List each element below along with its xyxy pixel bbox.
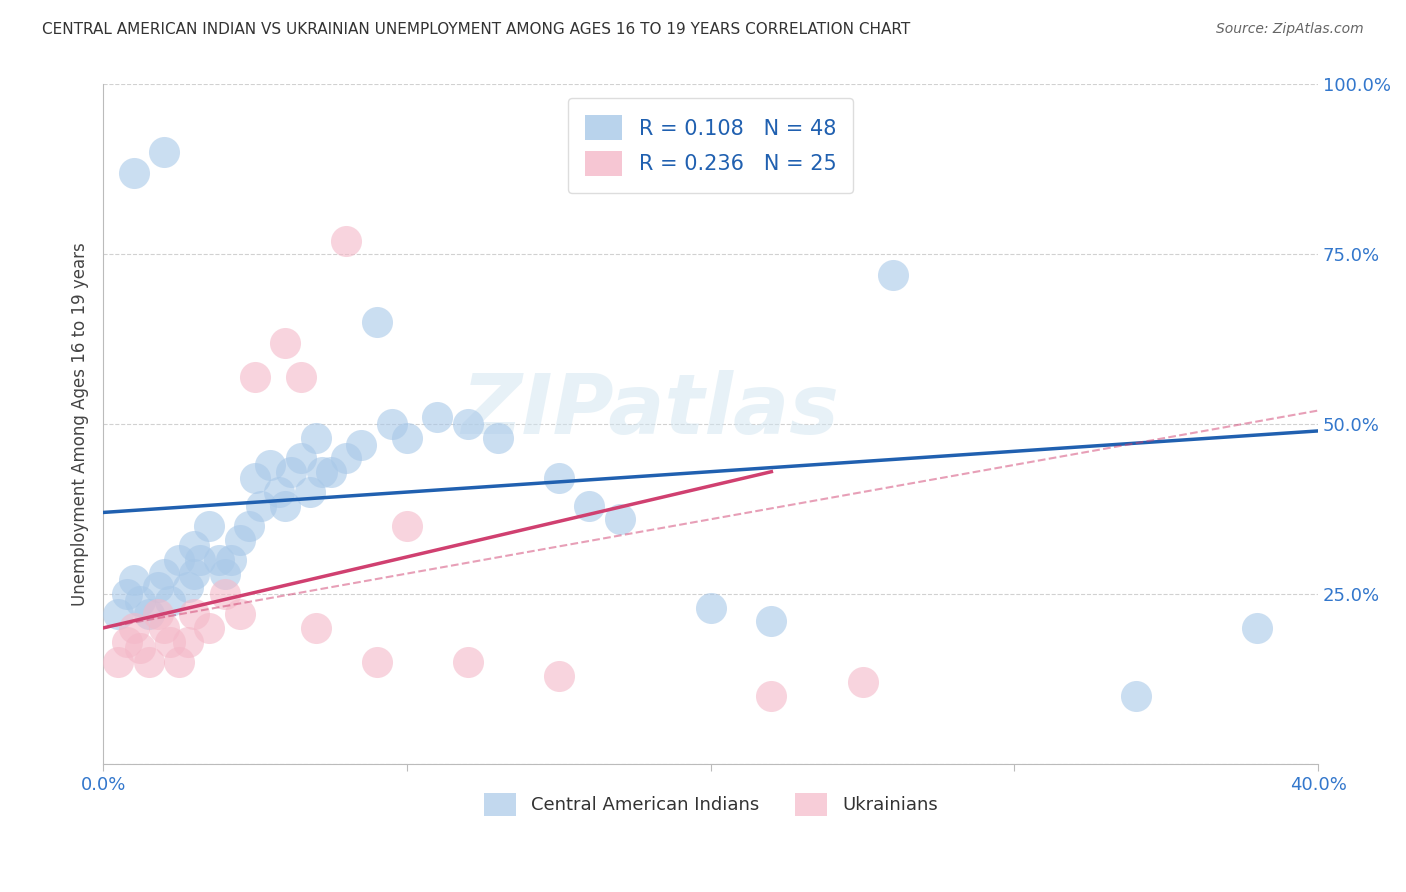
Point: [183, 566, 205, 581]
Point: [183, 540, 205, 554]
Point: [250, 499, 273, 513]
Point: [350, 437, 373, 451]
Point: [229, 607, 252, 622]
Point: [547, 668, 569, 682]
Legend: Central American Indians, Ukrainians: Central American Indians, Ukrainians: [477, 786, 945, 822]
Point: [298, 485, 321, 500]
Point: [311, 465, 333, 479]
Point: [122, 574, 145, 588]
Point: [243, 369, 266, 384]
Point: [547, 471, 569, 485]
Point: [167, 553, 190, 567]
Point: [578, 499, 600, 513]
Point: [229, 533, 252, 547]
Point: [177, 580, 200, 594]
Point: [153, 566, 176, 581]
Text: ZIPatlas: ZIPatlas: [461, 370, 839, 451]
Point: [882, 268, 904, 282]
Point: [274, 335, 297, 350]
Point: [395, 519, 418, 533]
Point: [198, 519, 221, 533]
Point: [177, 634, 200, 648]
Point: [319, 465, 342, 479]
Point: [128, 641, 150, 656]
Point: [159, 634, 181, 648]
Point: [426, 410, 449, 425]
Point: [183, 607, 205, 622]
Point: [486, 431, 509, 445]
Point: [238, 519, 260, 533]
Point: [138, 607, 160, 622]
Point: [153, 145, 176, 160]
Point: [1246, 621, 1268, 635]
Text: CENTRAL AMERICAN INDIAN VS UKRAINIAN UNEMPLOYMENT AMONG AGES 16 TO 19 YEARS CORR: CENTRAL AMERICAN INDIAN VS UKRAINIAN UNE…: [42, 22, 911, 37]
Point: [153, 621, 176, 635]
Point: [335, 234, 357, 248]
Point: [851, 675, 873, 690]
Point: [280, 465, 302, 479]
Point: [259, 458, 281, 472]
Point: [146, 580, 169, 594]
Point: [243, 471, 266, 485]
Point: [159, 594, 181, 608]
Point: [219, 553, 242, 567]
Point: [290, 451, 312, 466]
Point: [335, 451, 357, 466]
Point: [117, 587, 139, 601]
Point: [699, 600, 721, 615]
Point: [188, 553, 211, 567]
Point: [207, 553, 229, 567]
Text: Source: ZipAtlas.com: Source: ZipAtlas.com: [1216, 22, 1364, 37]
Point: [366, 315, 388, 329]
Point: [214, 587, 236, 601]
Point: [395, 431, 418, 445]
Point: [107, 607, 129, 622]
Point: [290, 369, 312, 384]
Point: [107, 655, 129, 669]
Point: [198, 621, 221, 635]
Y-axis label: Unemployment Among Ages 16 to 19 years: Unemployment Among Ages 16 to 19 years: [72, 243, 89, 606]
Point: [609, 512, 631, 526]
Point: [1125, 689, 1147, 703]
Point: [117, 634, 139, 648]
Point: [146, 607, 169, 622]
Point: [457, 417, 479, 431]
Point: [138, 655, 160, 669]
Point: [167, 655, 190, 669]
Point: [274, 499, 297, 513]
Point: [305, 431, 328, 445]
Point: [305, 621, 328, 635]
Point: [269, 485, 291, 500]
Point: [122, 166, 145, 180]
Point: [122, 621, 145, 635]
Point: [761, 689, 783, 703]
Point: [366, 655, 388, 669]
Point: [381, 417, 404, 431]
Point: [761, 614, 783, 628]
Point: [457, 655, 479, 669]
Point: [214, 566, 236, 581]
Point: [128, 594, 150, 608]
